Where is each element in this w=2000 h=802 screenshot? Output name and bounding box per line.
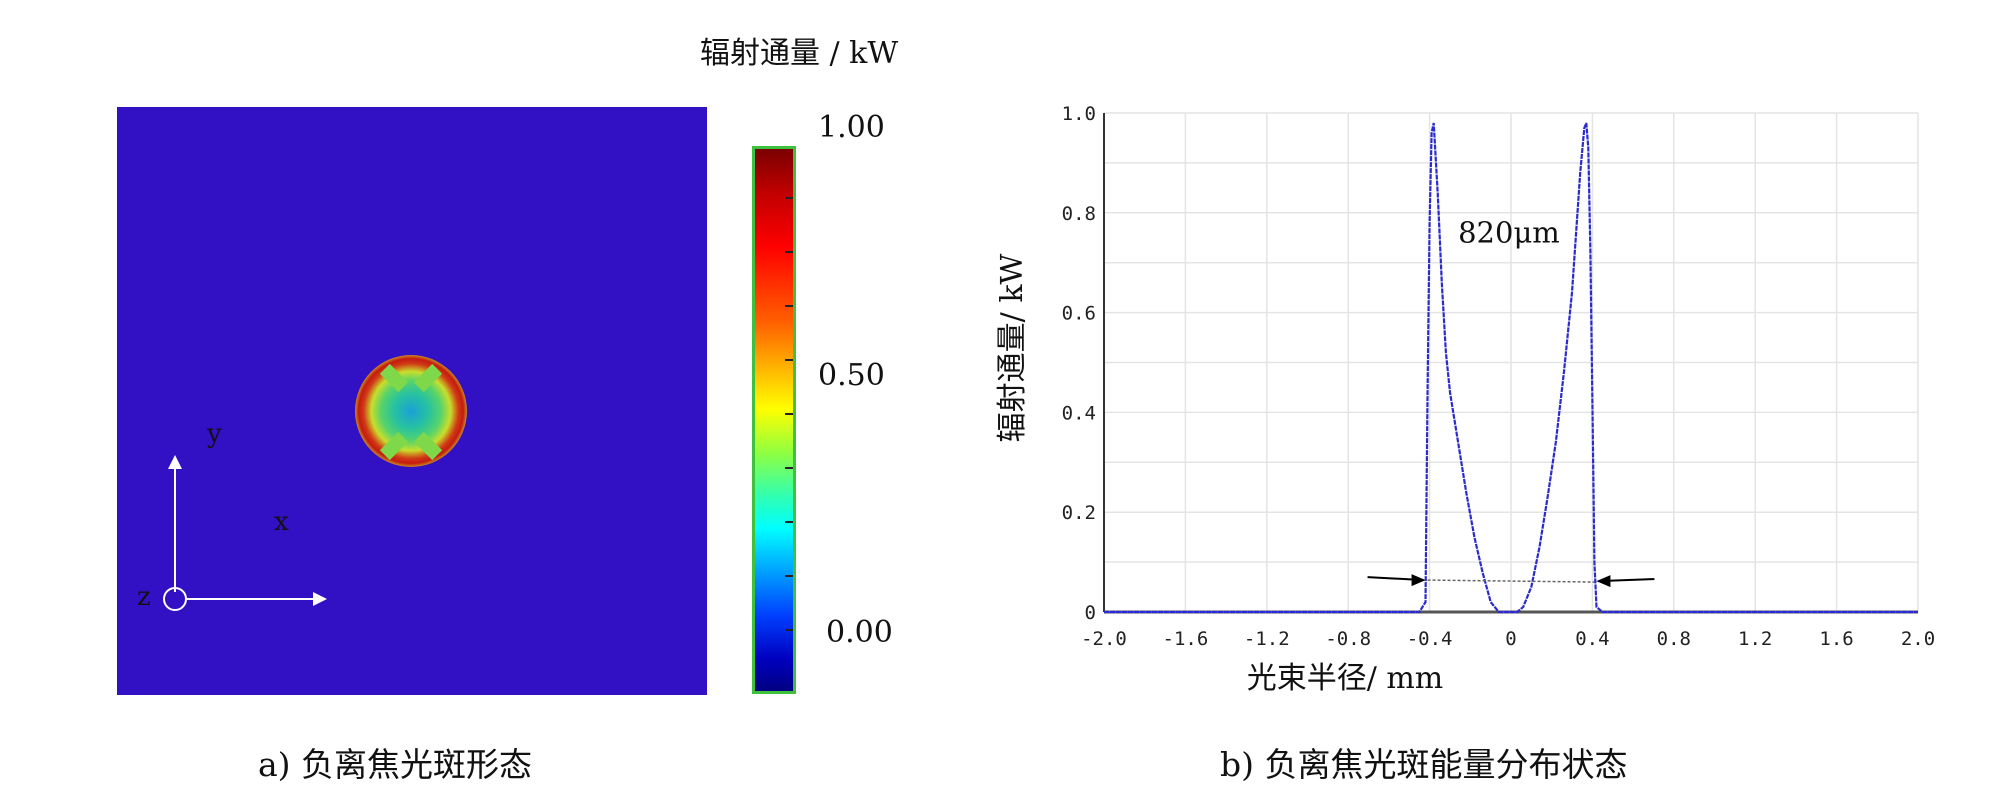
x-tick-label: 0 — [1505, 628, 1516, 650]
series — [1104, 122, 1918, 614]
y-tick-label: 0.6 — [1062, 303, 1096, 325]
y-tick-label: 0.8 — [1062, 203, 1096, 225]
z-axis-label: z — [137, 582, 151, 612]
x-tick-label: 0.8 — [1657, 628, 1691, 650]
left-arrow-head — [1411, 574, 1426, 587]
colorbar-tick — [785, 359, 793, 361]
colorbar-tick — [785, 629, 793, 631]
width-annotation-label: 820μm — [1458, 216, 1560, 250]
caption-left: a) 负离焦光斑形态 — [258, 745, 533, 784]
x-tick-label: -0.4 — [1407, 628, 1453, 650]
tick-labels: -2.0 -1.6 -1.2 -0.8 -0.4 0 0.4 0.8 1.2 1.6 2.0 0 0.2… — [1062, 103, 1935, 650]
width-marker-line — [1427, 579, 1595, 583]
colorbar-tick — [785, 413, 793, 415]
y-tick-label: 0.4 — [1062, 402, 1096, 424]
series-line — [1104, 122, 1918, 614]
y-axis-arrowhead — [168, 455, 182, 469]
x-axis-title: 光束半径/ mm — [1247, 661, 1444, 696]
grid — [1103, 112, 1919, 613]
x-axis-label: x — [274, 507, 289, 537]
x-axis-arrowhead — [313, 592, 327, 606]
x-tick-label: -1.6 — [1163, 628, 1209, 650]
y-tick-label: 0.2 — [1062, 502, 1096, 524]
focal-spot — [355, 355, 467, 467]
caption-right: b) 负离焦光斑能量分布状态 — [1220, 745, 1628, 784]
colorbar-tick — [785, 197, 793, 199]
colorbar-tick — [785, 467, 793, 469]
x-tick-label: -0.8 — [1325, 628, 1371, 650]
colorbar-title: 辐射通量 / kW — [700, 36, 899, 71]
y-axis-title: 辐射通量/ kW — [995, 254, 1030, 443]
colorbar-tick — [785, 575, 793, 577]
annotation: 820μm — [1367, 216, 1655, 588]
z-axis-circle — [163, 587, 187, 611]
heatmap-panel: y x z — [117, 107, 707, 695]
colorbar-tick — [785, 521, 793, 523]
y-tick-label: 1.0 — [1062, 103, 1096, 125]
y-axis-label: y — [207, 419, 222, 449]
right-arrow-head — [1596, 575, 1611, 588]
colorbar-tick — [785, 251, 793, 253]
colorbar-label-max: 1.00 — [818, 110, 885, 145]
y-axis-arrow-line — [174, 457, 176, 592]
x-tick-label: 2.0 — [1901, 628, 1935, 650]
colorbar-label-min: 0.00 — [826, 615, 893, 650]
x-tick-label: 1.6 — [1819, 628, 1853, 650]
colorbar — [752, 146, 796, 694]
x-tick-label: 0.4 — [1575, 628, 1609, 650]
x-tick-label: -1.2 — [1244, 628, 1290, 650]
x-axis-arrow-line — [187, 598, 317, 600]
x-tick-label: 1.2 — [1738, 628, 1772, 650]
x-tick-label: -2.0 — [1081, 628, 1127, 650]
colorbar-tick — [785, 305, 793, 307]
y-tick-label: 0 — [1085, 602, 1096, 624]
colorbar-label-mid: 0.50 — [818, 358, 885, 393]
